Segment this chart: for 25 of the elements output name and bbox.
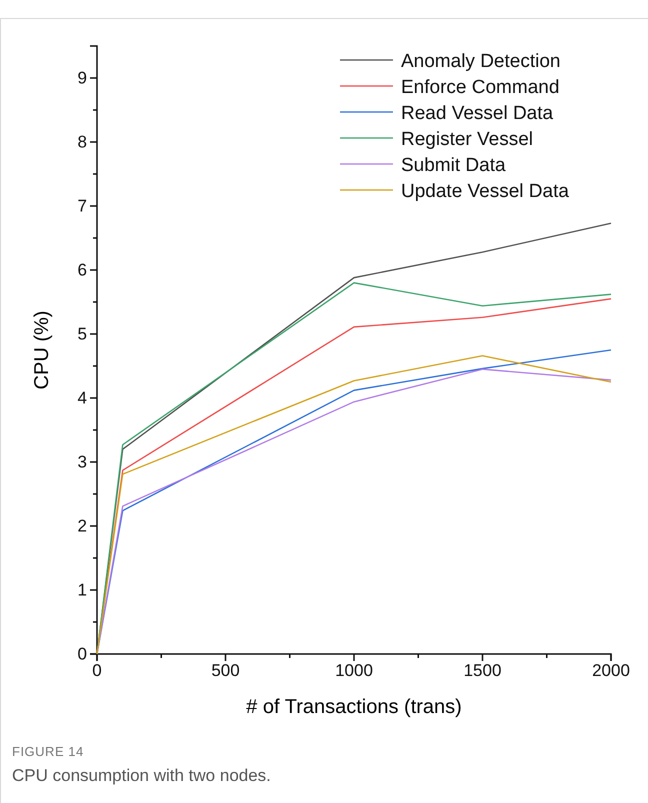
y-tick-label: 1 (78, 580, 87, 600)
y-tick-label: 3 (78, 452, 87, 472)
x-axis-title: # of Transactions (trans) (246, 696, 462, 718)
x-tick-label: 1500 (464, 661, 502, 680)
y-tick-label: 5 (78, 324, 87, 344)
y-tick-label: 2 (78, 516, 87, 536)
legend-label: Update Vessel Data (401, 181, 570, 202)
legend-label: Enforce Command (401, 77, 560, 98)
caption: FIGURE 14 (12, 744, 84, 759)
legend-label: Submit Data (401, 155, 506, 176)
y-axis-title: CPU (%) (31, 310, 53, 390)
legend-label: Read Vessel Data (401, 103, 554, 124)
x-tick-label: 2000 (592, 661, 630, 680)
y-tick-label: 0 (78, 644, 87, 664)
legend-label: Anomaly Detection (401, 51, 560, 72)
text: CPU consumption with two nodes. (12, 766, 271, 785)
legend-label: Register Vessel (401, 129, 534, 150)
y-tick-label: 9 (78, 68, 87, 88)
x-tick-label: 500 (211, 661, 240, 680)
y-tick-label: 7 (78, 196, 87, 216)
y-tick-label: 6 (78, 260, 87, 280)
x-tick-label: 0 (92, 661, 102, 680)
y-tick-label: 8 (78, 132, 87, 152)
y-tick-label: 4 (78, 388, 87, 408)
x-tick-label: 1000 (335, 661, 373, 680)
